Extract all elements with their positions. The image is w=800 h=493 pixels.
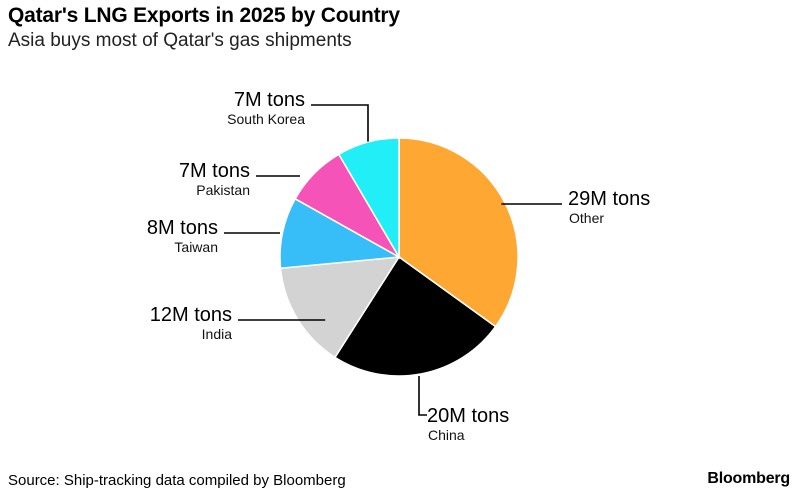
- bloomberg-logo: Bloomberg: [707, 470, 790, 487]
- value-label-pakistan: 7M tons: [179, 160, 250, 182]
- value-label-south-korea: 7M tons: [234, 89, 305, 111]
- value-label-taiwan: 8M tons: [147, 217, 218, 239]
- category-label-pakistan: Pakistan: [196, 182, 250, 198]
- category-label-taiwan: Taiwan: [174, 239, 218, 255]
- value-label-china: 20M tons: [427, 405, 509, 427]
- pie-slice-south-korea: [337, 137, 400, 260]
- category-label-south-korea: South Korea: [227, 111, 305, 127]
- value-label-india: 12M tons: [150, 304, 232, 326]
- source-note: Source: Ship-tracking data compiled by B…: [8, 472, 346, 489]
- category-label-india: India: [202, 326, 233, 342]
- chart-title: Qatar's LNG Exports in 2025 by Country: [8, 4, 400, 27]
- pie-slice-other: [398, 137, 519, 328]
- category-label-china: China: [428, 427, 465, 443]
- chart-subtitle: Asia buys most of Qatar's gas shipments: [8, 30, 352, 51]
- leader-line-china: [418, 376, 427, 416]
- pie-slice-china: [333, 255, 497, 377]
- value-label-other: 29M tons: [568, 188, 650, 210]
- pie-slices: [279, 137, 519, 377]
- leader-lines: [224, 104, 562, 416]
- category-label-other: Other: [569, 210, 604, 226]
- pie-slice-india: [279, 256, 401, 359]
- leader-line-south-korea: [311, 104, 369, 142]
